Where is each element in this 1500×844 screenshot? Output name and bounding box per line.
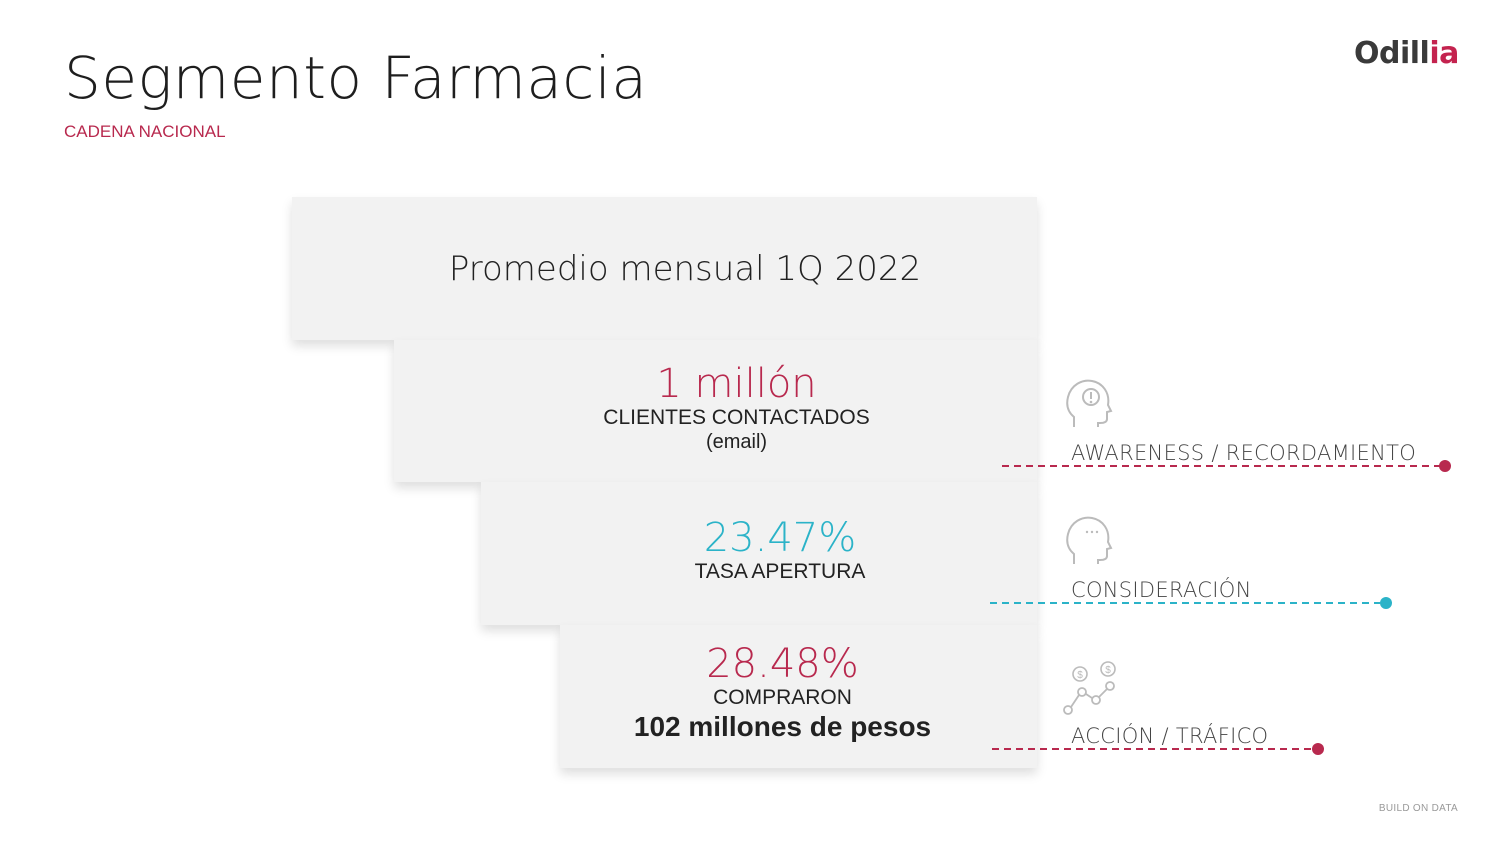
svg-text:$: $ bbox=[1105, 665, 1111, 676]
stat-purchased-value: 28.48% bbox=[706, 641, 859, 687]
stage-label-action: ACCIÓN / TRÁFICO bbox=[1071, 724, 1269, 748]
stat-purchased: 28.48% COMPRARON 102 millones de pesos bbox=[560, 642, 1005, 744]
svg-text:$: $ bbox=[1077, 670, 1083, 681]
footer-tagline: BUILD ON DATA bbox=[1378, 803, 1458, 814]
logo-main-text: Odill bbox=[1354, 36, 1430, 71]
funnel-panel-contacted bbox=[394, 340, 1037, 482]
logo-accent-text: ia bbox=[1429, 36, 1459, 71]
head-exclamation-icon bbox=[1066, 379, 1113, 427]
stat-purchased-label: COMPRARON bbox=[713, 686, 852, 709]
stage-label-awareness: AWARENESS / RECORDAMIENTO bbox=[1071, 441, 1417, 465]
connector-dot-action bbox=[1312, 743, 1324, 755]
stat-contacted-value: 1 millón bbox=[656, 361, 817, 407]
funnel-heading: Promedio mensual 1Q 2022 bbox=[448, 249, 922, 289]
stage-label-consideration: CONSIDERACIÓN bbox=[1071, 578, 1252, 602]
connector-dot-consideration bbox=[1380, 597, 1392, 609]
page-title: Segmento Farmacia bbox=[64, 44, 648, 112]
stat-open-rate-label: TASA APERTURA bbox=[694, 560, 866, 583]
stat-open-rate-value: 23.47% bbox=[703, 515, 857, 561]
stat-open-rate: 23.47% TASA APERTURA bbox=[580, 516, 980, 584]
page-subtitle: CADENA NACIONAL bbox=[64, 122, 226, 141]
money-network-icon: $ $ bbox=[1063, 661, 1116, 715]
connector-dot-awareness bbox=[1439, 460, 1451, 472]
funnel-panel-purchased bbox=[560, 625, 1037, 768]
stat-contacted-note: (email) bbox=[705, 431, 768, 453]
funnel-panel-heading bbox=[292, 197, 1037, 340]
stat-contacted-label: CLIENTES CONTACTADOS bbox=[603, 406, 870, 429]
stat-contacted: 1 millón CLIENTES CONTACTADOS (email) bbox=[500, 362, 973, 454]
funnel-panel-open-rate bbox=[481, 482, 1037, 625]
head-thinking-icon bbox=[1066, 516, 1113, 564]
odillia-logo: Odillia bbox=[1354, 36, 1459, 71]
stat-purchased-amount: 102 millones de pesos bbox=[633, 711, 932, 742]
